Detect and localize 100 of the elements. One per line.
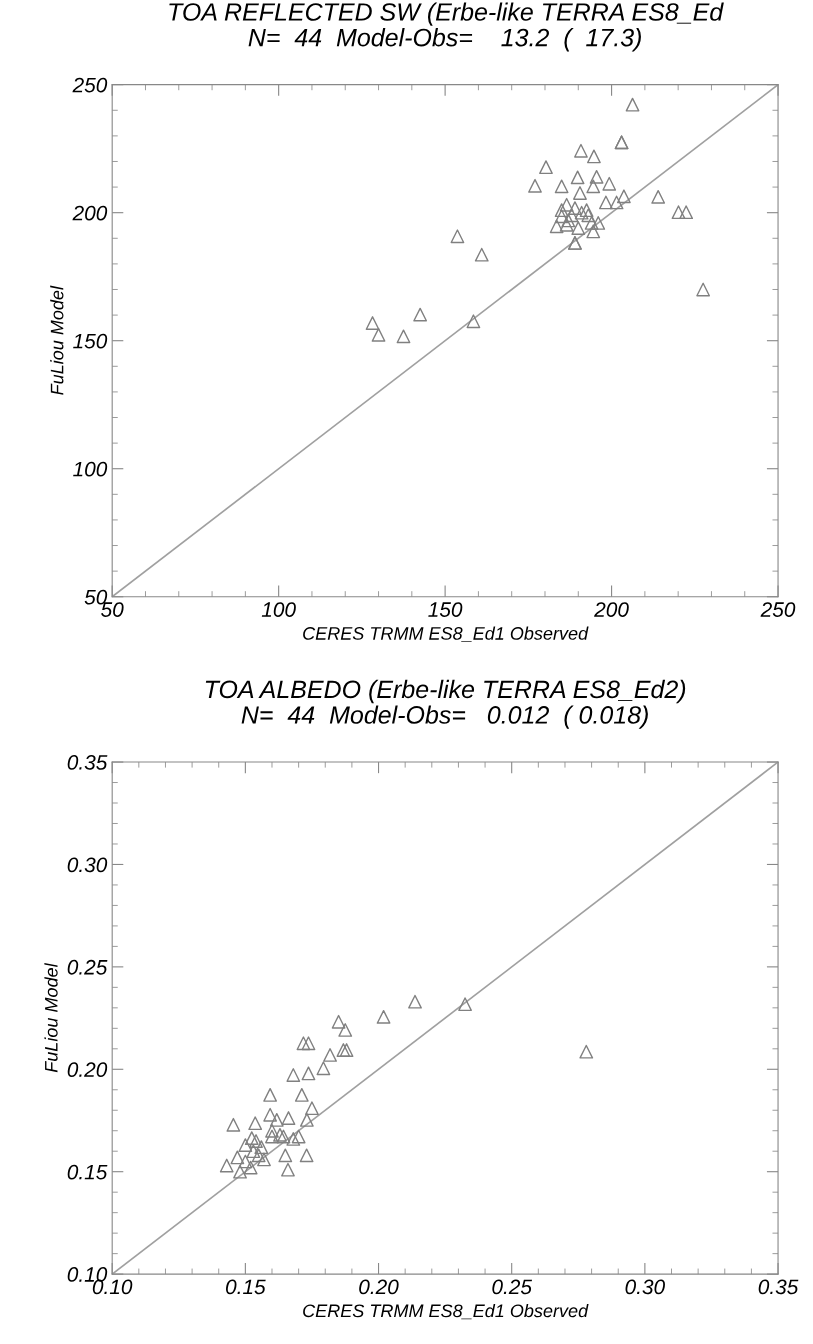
chart-subtitle: N= 44 Model-Obs= 0.012 ( 0.018) [241, 705, 648, 729]
chart-subtitle: N= 44 Model-Obs= 13.2 ( 17.3) [248, 28, 641, 52]
point [413, 307, 428, 322]
x-tick-label: 0.25 [492, 1279, 533, 1295]
point [554, 203, 569, 218]
point [571, 221, 586, 235]
point [589, 169, 604, 184]
point [338, 1023, 353, 1037]
point [263, 1087, 278, 1102]
point [591, 216, 606, 230]
point [281, 1111, 296, 1125]
point [574, 143, 588, 158]
point [408, 994, 422, 1009]
point [579, 203, 594, 218]
point [574, 205, 589, 220]
y-tick-label: 0.35 [67, 755, 108, 770]
point [616, 189, 631, 204]
point [671, 205, 686, 220]
y-tick-label: 0.30 [67, 857, 108, 873]
point [396, 329, 411, 344]
point [466, 314, 481, 329]
x-axis-title: CERES TRMM ES8_Ed1 Observed [303, 1303, 589, 1320]
point [269, 1112, 284, 1127]
point [581, 208, 596, 223]
point [316, 1061, 331, 1076]
point [584, 216, 599, 230]
point [305, 1101, 319, 1116]
point [238, 1138, 253, 1152]
x-tick-label: 0.35 [758, 1279, 799, 1295]
point [599, 195, 613, 210]
point [568, 201, 582, 215]
point [238, 1154, 253, 1169]
point [286, 1132, 301, 1146]
point [651, 189, 666, 204]
point [554, 209, 569, 224]
point [602, 176, 617, 191]
point [609, 195, 624, 210]
point [679, 205, 694, 220]
point [587, 149, 601, 164]
point [376, 1009, 391, 1024]
point [281, 1162, 295, 1177]
point [299, 1148, 314, 1163]
y-tick-label: 250 [72, 77, 108, 93]
point [278, 1148, 293, 1163]
point [696, 282, 711, 297]
point [301, 1066, 316, 1081]
y-tick-label: 0.20 [67, 1062, 108, 1078]
point [246, 1144, 261, 1159]
point [528, 178, 542, 193]
x-tick-label: 100 [261, 602, 296, 617]
point [243, 1160, 258, 1175]
point [539, 160, 553, 175]
point [474, 247, 489, 262]
point [286, 1068, 301, 1082]
point [244, 1131, 259, 1146]
point [265, 1129, 279, 1144]
y-axis-title: FuLiou Model [44, 962, 58, 1073]
point [559, 197, 574, 212]
point [248, 1116, 263, 1131]
point [458, 997, 472, 1012]
point [226, 1117, 241, 1132]
point [371, 327, 386, 342]
point [276, 1129, 291, 1144]
point [273, 1127, 287, 1142]
y-tick-label: 150 [73, 333, 108, 349]
point [559, 217, 574, 232]
point [249, 1134, 263, 1148]
x-tick-label: 150 [428, 602, 463, 617]
x-tick-label: 0.30 [625, 1279, 665, 1295]
point [233, 1164, 247, 1179]
point [331, 1014, 346, 1029]
point [291, 1129, 306, 1144]
x-axis-title: CERES TRMM ES8_Ed1 Observed [303, 626, 589, 642]
point [299, 1112, 314, 1127]
y-tick-label: 100 [73, 461, 108, 477]
point [294, 1087, 309, 1102]
y-axis-title: FuLiou Model [50, 285, 64, 395]
point [586, 224, 601, 239]
x-tick-label: 200 [594, 602, 629, 617]
x-tick-label: 0.20 [359, 1279, 399, 1295]
point [586, 179, 601, 194]
point [301, 1036, 316, 1051]
point [257, 1152, 271, 1167]
point [570, 170, 585, 185]
point [561, 213, 576, 228]
point [251, 1148, 266, 1163]
point [365, 316, 380, 330]
chart-title: TOA REFLECTED SW (Erbe-like TERRA ES8_Ed [169, 2, 724, 26]
point [263, 1107, 278, 1122]
point [450, 229, 465, 244]
point [573, 186, 587, 200]
y-tick-label: 200 [72, 205, 108, 221]
point [219, 1158, 234, 1173]
y-tick-label: 0.25 [67, 959, 108, 975]
point [230, 1150, 245, 1165]
point [254, 1140, 269, 1155]
point [265, 1123, 279, 1138]
x-tick-label: 250 [760, 602, 796, 617]
point [549, 219, 564, 234]
point [323, 1048, 337, 1062]
